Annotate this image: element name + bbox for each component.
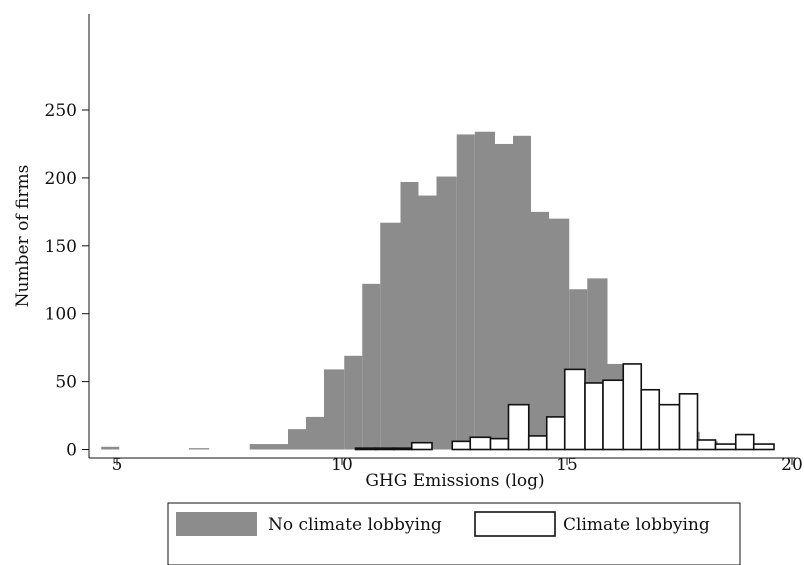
bar-climate-lobbying-12 — [602, 379, 625, 451]
bar-no-climate-lobbying-6 — [324, 369, 345, 450]
y-tick-label: 100 — [45, 305, 77, 325]
bar-climate-lobbying-13 — [622, 363, 643, 451]
bar-no-climate-lobbying-13 — [456, 134, 475, 450]
bar-climate-lobbying-9 — [545, 416, 566, 451]
bar-climate-lobbying-20 — [752, 443, 775, 451]
series-no-climate-lobbying — [101, 131, 738, 450]
bar-no-climate-lobbying-2 — [249, 444, 270, 450]
bar-climate-lobbying-4 — [451, 440, 472, 451]
bar-climate-lobbying-16 — [678, 393, 699, 451]
legend: No climate lobbying Climate lobbying — [167, 502, 741, 565]
y-axis-label: Number of firms — [13, 165, 33, 308]
y-tick-label: 200 — [45, 169, 77, 189]
bar-no-climate-lobbying-9 — [380, 222, 401, 450]
y-tick-label: 150 — [45, 237, 77, 257]
bar-climate-lobbying-0 — [354, 447, 377, 451]
bar-climate-lobbying-2 — [392, 447, 413, 451]
axes — [88, 14, 795, 459]
bar-climate-lobbying-6 — [489, 437, 510, 451]
y-tick-label: 250 — [45, 101, 77, 121]
bar-no-climate-lobbying-12 — [436, 176, 457, 450]
x-tick-label: 10 — [331, 455, 353, 475]
legend-swatch-climate-lobbying — [474, 511, 556, 537]
y-tick-label: 0 — [66, 441, 77, 461]
bar-climate-lobbying-18 — [714, 443, 737, 451]
x-tick-label: 15 — [556, 455, 578, 475]
bar-no-climate-lobbying-4 — [288, 429, 306, 450]
bar-climate-lobbying-19 — [734, 433, 755, 451]
bar-no-climate-lobbying-0 — [101, 446, 120, 450]
bar-climate-lobbying-14 — [640, 388, 661, 451]
bar-climate-lobbying-8 — [527, 435, 548, 451]
x-tick-label: 20 — [781, 455, 803, 475]
bar-no-climate-lobbying-7 — [344, 355, 363, 450]
legend-label-no-climate-lobbying: No climate lobbying — [268, 515, 442, 535]
legend-swatch-no-climate-lobbying — [176, 512, 257, 536]
bar-no-climate-lobbying-17 — [531, 211, 549, 450]
bar-no-climate-lobbying-8 — [362, 283, 381, 450]
bar-climate-lobbying-5 — [469, 436, 492, 451]
bar-no-climate-lobbying-16 — [513, 135, 531, 450]
bar-climate-lobbying-10 — [563, 368, 586, 451]
bar-no-climate-lobbying-1 — [189, 448, 210, 450]
x-axis-label: GHG Emissions (log) — [365, 471, 544, 491]
x-tick-label: 5 — [112, 455, 123, 475]
series-climate-lobbying — [354, 363, 775, 451]
bar-no-climate-lobbying-15 — [495, 143, 513, 450]
bar-no-climate-lobbying-5 — [306, 416, 324, 450]
y-ticks: 0 50 100 150 200 250 — [45, 101, 89, 461]
bar-climate-lobbying-17 — [696, 439, 717, 451]
x-ticks: 5 10 15 20 — [112, 455, 803, 475]
y-tick-label: 50 — [55, 373, 77, 393]
bar-no-climate-lobbying-11 — [418, 195, 437, 450]
legend-box — [167, 502, 741, 565]
bar-no-climate-lobbying-14 — [474, 131, 495, 450]
bar-climate-lobbying-11 — [584, 382, 604, 451]
bar-climate-lobbying-15 — [658, 403, 681, 451]
legend-label-climate-lobbying: Climate lobbying — [563, 515, 710, 535]
bar-climate-lobbying-3 — [410, 441, 433, 451]
bar-no-climate-lobbying-10 — [400, 181, 419, 450]
bar-climate-lobbying-7 — [507, 403, 530, 451]
bar-climate-lobbying-1 — [374, 447, 395, 451]
bar-no-climate-lobbying-3 — [270, 444, 288, 450]
